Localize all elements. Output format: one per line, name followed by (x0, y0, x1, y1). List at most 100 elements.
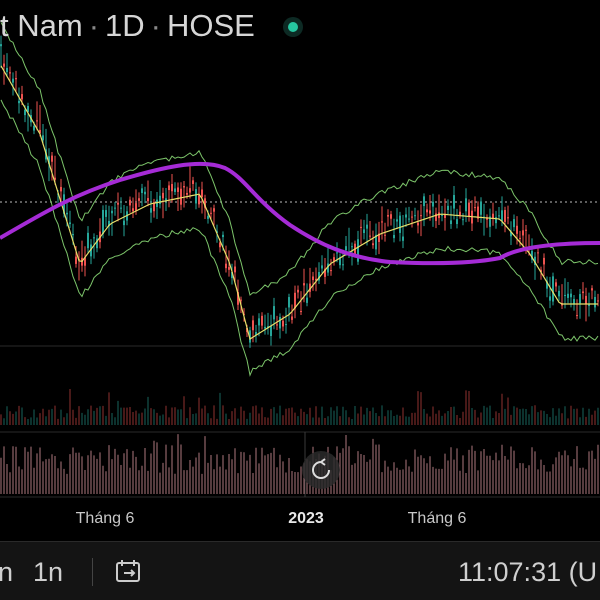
candle-body (498, 215, 500, 217)
candle-body (66, 212, 68, 215)
candle-body (288, 297, 290, 308)
candle-body (486, 218, 488, 220)
candle-body (315, 278, 317, 281)
candle-body (39, 129, 41, 134)
candle-body (579, 294, 581, 304)
candle-body (594, 296, 596, 308)
candle-body (219, 242, 221, 248)
range-button[interactable]: 1n (33, 557, 64, 587)
candle-body (507, 217, 509, 219)
candle-body (351, 246, 353, 248)
candle-body (42, 135, 44, 141)
candle-body (90, 244, 92, 257)
candle-body (537, 252, 539, 254)
candle-body (51, 155, 53, 162)
candle-body (162, 192, 164, 199)
candle-body (393, 234, 395, 239)
candle-body (96, 238, 98, 249)
candle-body (402, 236, 404, 241)
interval[interactable]: 1D (105, 8, 145, 43)
candle-body (54, 177, 56, 180)
candle-body (555, 282, 557, 287)
candle-body (453, 195, 455, 209)
candle-body (132, 208, 134, 212)
range-button[interactable]: n (0, 557, 14, 587)
candle-body (534, 256, 536, 266)
candle-body (387, 215, 389, 217)
symbol: t Nam (0, 8, 83, 43)
x-axis-label: 2023 (288, 510, 324, 527)
candle-body (339, 257, 341, 266)
candle-body (474, 207, 476, 209)
candle-body (249, 330, 251, 343)
candle-body (147, 198, 149, 202)
candle-body (420, 215, 422, 217)
toolbar: n 1n 11:07:31 (U (0, 541, 600, 600)
reset-button[interactable] (302, 451, 340, 489)
candle-body (153, 202, 155, 212)
candle-body (252, 320, 254, 331)
candle-body (3, 63, 5, 67)
candle-body (510, 231, 512, 237)
candle-body (504, 210, 506, 222)
candle-body (330, 270, 332, 272)
candle-body (327, 263, 329, 273)
candle-body (306, 297, 308, 303)
candle-body (324, 268, 326, 277)
candle-body (546, 281, 548, 289)
candle-body (501, 210, 503, 221)
candle-body (156, 199, 158, 207)
candle-body (291, 316, 293, 320)
candle-body (273, 306, 275, 320)
candle-body (123, 220, 125, 226)
candle-body (444, 214, 446, 218)
candle-body (36, 120, 38, 122)
candle-body (237, 292, 239, 305)
candle-body (372, 243, 374, 246)
moving-average (0, 161, 600, 266)
candle-body (258, 318, 260, 326)
candle-body (9, 72, 11, 74)
divider (92, 558, 93, 586)
candle-body (411, 216, 413, 218)
candle-body (480, 201, 482, 215)
candle-body (69, 222, 71, 225)
candle-body (477, 206, 479, 219)
candle-body (189, 188, 191, 193)
candle-body (597, 300, 599, 302)
date-range-icon[interactable] (114, 557, 144, 587)
candle-body (390, 214, 392, 219)
candle-body (75, 256, 77, 264)
candle-body (186, 193, 188, 195)
candle-body (15, 78, 17, 80)
candle-body (441, 214, 443, 216)
candle-body (117, 202, 119, 205)
candle-body (210, 212, 212, 214)
candle-body (270, 325, 272, 337)
candle-body (111, 210, 113, 214)
candle-body (264, 326, 266, 329)
candle-body (468, 202, 470, 217)
candle-body (465, 198, 467, 212)
candle-body (234, 266, 236, 273)
candle-body (138, 198, 140, 201)
candle-body (144, 191, 146, 195)
candle-body (384, 234, 386, 236)
candle-body (525, 229, 527, 231)
candle-body (378, 233, 380, 242)
candle-body (207, 216, 209, 219)
candle-body (297, 289, 299, 293)
candle-body (255, 331, 257, 336)
candle-body (159, 195, 161, 204)
candle-body (276, 324, 278, 326)
candle-body (87, 232, 89, 249)
candle-body (492, 213, 494, 219)
candle-body (120, 207, 122, 209)
candle-body (198, 195, 200, 205)
candle-body (192, 180, 194, 184)
candle-body (216, 231, 218, 233)
candle-body (540, 269, 542, 273)
candle-body (399, 215, 401, 233)
candle-body (180, 188, 182, 205)
